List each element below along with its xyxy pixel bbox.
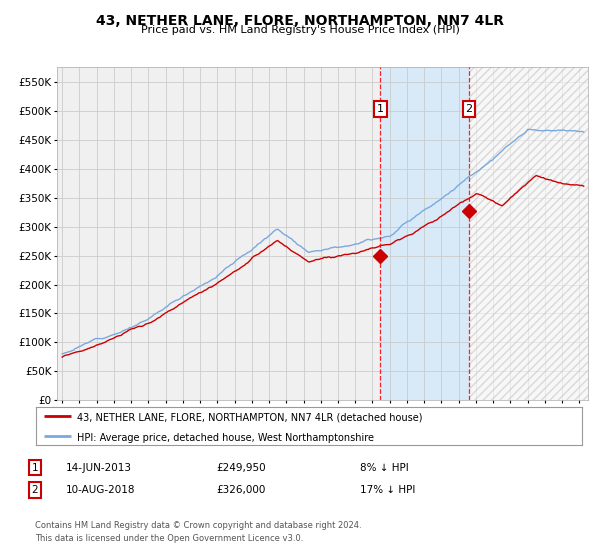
Text: 43, NETHER LANE, FLORE, NORTHAMPTON, NN7 4LR (detached house): 43, NETHER LANE, FLORE, NORTHAMPTON, NN7… bbox=[77, 412, 422, 422]
Text: 14-JUN-2013: 14-JUN-2013 bbox=[66, 463, 132, 473]
Text: 17% ↓ HPI: 17% ↓ HPI bbox=[360, 485, 415, 495]
Text: 10-AUG-2018: 10-AUG-2018 bbox=[66, 485, 136, 495]
Text: Price paid vs. HM Land Registry's House Price Index (HPI): Price paid vs. HM Land Registry's House … bbox=[140, 25, 460, 35]
Text: 1: 1 bbox=[377, 104, 384, 114]
Text: 43, NETHER LANE, FLORE, NORTHAMPTON, NN7 4LR: 43, NETHER LANE, FLORE, NORTHAMPTON, NN7… bbox=[96, 14, 504, 28]
Text: HPI: Average price, detached house, West Northamptonshire: HPI: Average price, detached house, West… bbox=[77, 433, 374, 443]
Bar bbox=[380, 67, 469, 400]
Text: 2: 2 bbox=[466, 104, 473, 114]
Text: 1: 1 bbox=[31, 463, 38, 473]
Text: Contains HM Land Registry data © Crown copyright and database right 2024.
This d: Contains HM Land Registry data © Crown c… bbox=[35, 521, 361, 543]
Text: £326,000: £326,000 bbox=[216, 485, 265, 495]
Bar bbox=[469, 67, 600, 400]
Text: £249,950: £249,950 bbox=[216, 463, 266, 473]
Text: 8% ↓ HPI: 8% ↓ HPI bbox=[360, 463, 409, 473]
Text: 2: 2 bbox=[31, 485, 38, 495]
